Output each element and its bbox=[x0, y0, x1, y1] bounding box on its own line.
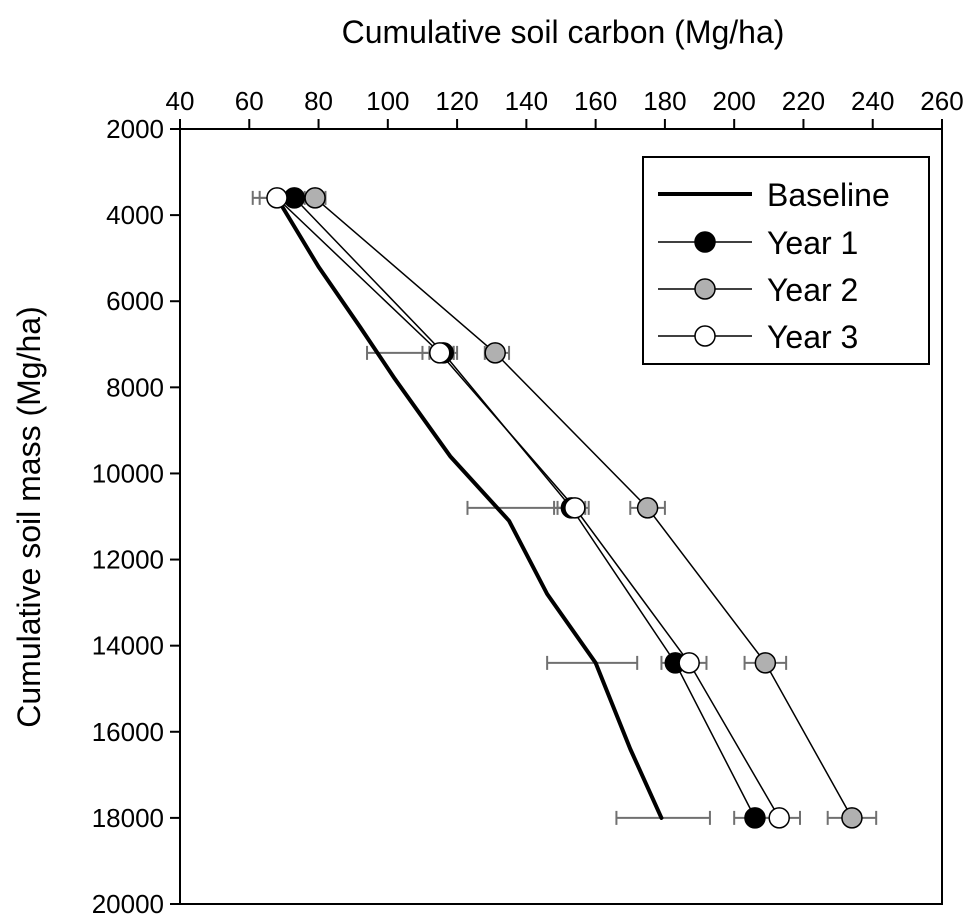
legend-year1-label: Year 1 bbox=[767, 225, 858, 261]
y-tick-label: 18000 bbox=[92, 803, 164, 833]
year2-marker bbox=[754, 652, 777, 674]
y-axis-ticks: 2000 4000 6000 8000 10000 12000 14000 16000 1800… bbox=[92, 114, 180, 919]
year2-marker bbox=[304, 187, 326, 209]
x-tick-label: 260 bbox=[920, 86, 963, 116]
baseline-line bbox=[274, 195, 664, 820]
legend-baseline-label: Baseline bbox=[767, 177, 890, 213]
x-tick-label: 240 bbox=[851, 86, 894, 116]
y-tick-label: 12000 bbox=[92, 545, 164, 575]
legend-year2-marker bbox=[694, 278, 716, 300]
x-tick-label: 140 bbox=[505, 86, 548, 116]
year3-marker bbox=[266, 187, 288, 209]
year3-marker bbox=[768, 807, 790, 829]
x-axis-title: Cumulative soil carbon (Mg/ha) bbox=[342, 14, 785, 50]
x-tick-label: 100 bbox=[366, 86, 409, 116]
y-tick-label: 14000 bbox=[92, 631, 164, 661]
x-tick-label: 120 bbox=[435, 86, 478, 116]
x-tick-label: 200 bbox=[712, 86, 755, 116]
legend-year3-marker bbox=[694, 325, 716, 347]
year2-marker bbox=[484, 342, 506, 364]
x-tick-label: 80 bbox=[304, 86, 333, 116]
series-markers bbox=[266, 187, 863, 829]
legend-year1-marker bbox=[694, 231, 716, 253]
y-tick-label: 4000 bbox=[106, 200, 164, 230]
year3-marker bbox=[429, 342, 451, 364]
y-tick-label: 6000 bbox=[106, 286, 164, 316]
legend-year3-label: Year 3 bbox=[767, 319, 858, 355]
y-tick-label: 2000 bbox=[106, 114, 164, 144]
y-tick-label: 20000 bbox=[92, 889, 164, 914]
legend: Baseline Year 1 Year 2 Year 3 bbox=[642, 156, 930, 365]
year1-marker bbox=[744, 807, 766, 829]
x-tick-label: 60 bbox=[235, 86, 264, 116]
year2-marker bbox=[636, 497, 659, 519]
legend-box bbox=[642, 156, 930, 365]
x-tick-label: 180 bbox=[643, 86, 686, 116]
x-tick-label: 220 bbox=[782, 86, 825, 116]
x-tick-label: 40 bbox=[166, 86, 195, 116]
year3-marker bbox=[678, 652, 700, 674]
y-tick-label: 10000 bbox=[92, 458, 164, 488]
year2-marker bbox=[841, 807, 863, 829]
plot-frame bbox=[179, 128, 943, 905]
x-axis-ticks: 40 60 80 100 120 140 160 180 200 220 240 260 bbox=[166, 86, 964, 129]
legend-year2-label: Year 2 bbox=[767, 272, 858, 308]
y-tick-label: 8000 bbox=[106, 372, 164, 402]
y-axis-title: Cumulative soil mass (Mg/ha) bbox=[11, 306, 47, 727]
x-tick-label: 160 bbox=[574, 86, 617, 116]
y-tick-label: 16000 bbox=[92, 717, 164, 747]
year3-marker bbox=[564, 497, 586, 519]
